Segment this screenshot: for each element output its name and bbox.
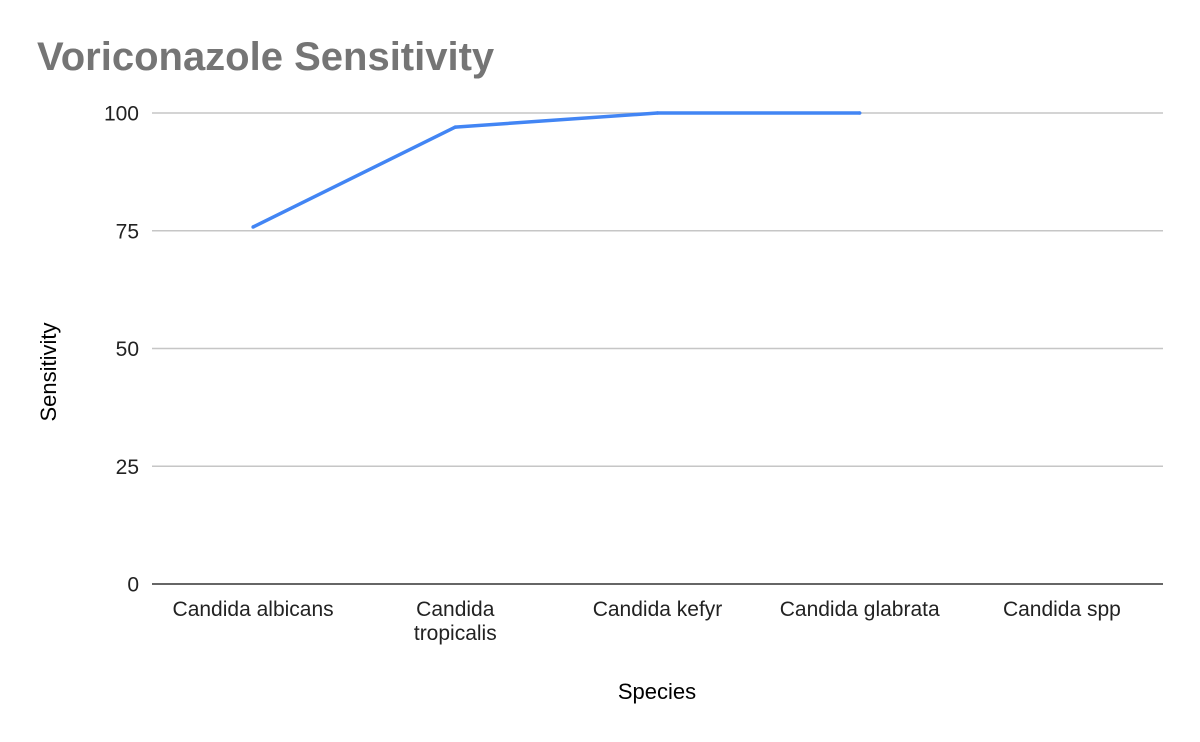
data-point (655, 111, 660, 115)
series-line-0 (252, 111, 860, 229)
y-tick-label: 50 (116, 338, 139, 361)
x-axis-ticks: Candida albicans Candida tropicalisCandida… (173, 598, 1121, 645)
x-axis-title: Species (618, 679, 696, 704)
x-tick-label: Candida spp (1003, 598, 1121, 621)
data-point (251, 225, 255, 229)
x-tick-label-line: Candida albicans (173, 598, 334, 621)
y-tick-label: 75 (116, 220, 139, 243)
x-tick-label: Candida kefyr (593, 598, 723, 621)
chart-title: Voriconazole Sensitivity (37, 35, 495, 79)
x-tick-label-line: Candida spp (1003, 598, 1121, 621)
data-point (857, 111, 862, 115)
y-tick-label: 0 (127, 574, 139, 597)
x-tick-label-line: Candida (416, 598, 495, 621)
x-tick-label-line: tropicalis (414, 622, 497, 645)
x-tick-label-line: Candida glabrata (780, 598, 940, 621)
y-axis-ticks: 0 25 50 75 100 (104, 103, 139, 597)
grid (152, 112, 1163, 585)
y-axis-title: Sensitivity (36, 322, 61, 421)
x-tick-label: Candida albicans (173, 598, 334, 621)
x-tick-label-line: Candida kefyr (593, 598, 723, 621)
series-layer (251, 111, 862, 229)
data-point (453, 125, 458, 129)
x-tick-label: Candida glabrata (780, 598, 940, 621)
y-tick-label: 100 (104, 103, 139, 126)
y-tick-label: 25 (116, 456, 139, 479)
x-tick-label: Candida tropicalis (414, 598, 497, 645)
